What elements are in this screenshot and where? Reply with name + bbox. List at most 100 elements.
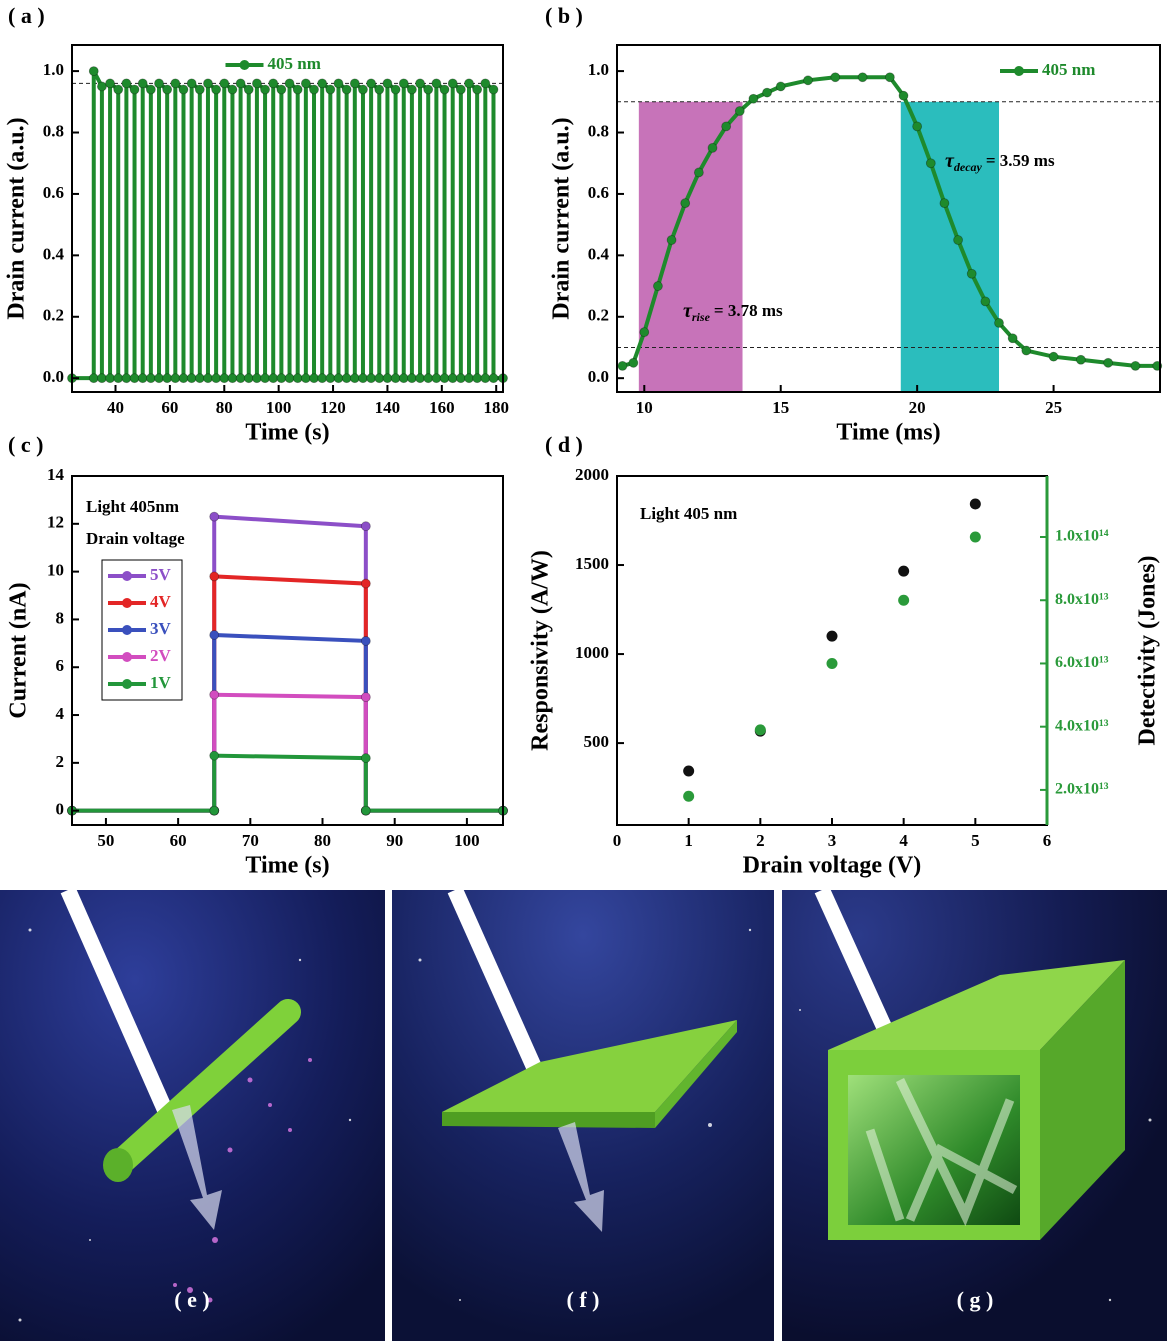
series-marker [639,327,650,338]
y-tick-label: 10 [47,561,64,580]
y-tick-label: 500 [584,732,610,751]
series-marker [88,373,99,384]
panel-label: ( b ) [545,3,583,28]
series-marker [775,81,786,92]
x-tick-label: 90 [386,831,403,850]
y-tick-label: 0.2 [43,306,64,325]
legend-marker [122,625,132,635]
legend-label: 2V [150,646,172,665]
series-marker [209,750,220,761]
scatter-point [898,594,910,606]
panel-label: ( a ) [8,3,45,28]
panel-label: ( d ) [545,432,583,457]
annotation-subscript: decay [954,160,983,174]
series-marker [349,78,360,89]
series-marker [154,78,164,89]
y-axis-label: Drain current (a.u.) [4,117,30,319]
x-tick-label: 15 [772,398,789,417]
panel-label: ( c ) [8,432,43,457]
x-tick-label: 60 [161,398,178,417]
scatter-point [826,657,838,669]
series-marker [423,373,434,384]
x-tick-label: 160 [429,398,455,417]
series-marker [284,373,295,384]
series-marker [480,373,491,384]
series-marker [628,357,639,368]
series-marker [162,373,173,384]
series-marker [341,373,352,384]
series-marker [317,373,328,384]
series-marker [235,78,246,89]
series-marker [1130,360,1141,371]
series-marker [358,373,368,384]
series-marker [252,78,262,89]
annotation: Light 405nm [86,497,179,516]
scatter-point [826,630,838,642]
series-marker [415,78,425,89]
series-marker [734,106,745,116]
series-marker [300,78,311,89]
series-marker [748,93,759,104]
y-tick-label: 6 [56,656,65,675]
annotation-text: = 3.59 ms [986,151,1055,170]
series-marker [680,198,691,209]
legend-marker [122,571,132,581]
series-marker [227,84,238,95]
legend-label: 405 nm [268,54,321,73]
series-marker [925,158,936,169]
series-marker [145,84,156,95]
x-tick-label: 4 [899,831,908,850]
y2-tick-label: 4.0x10¹³ [1055,717,1109,734]
series-marker [390,373,401,384]
series-marker [162,84,173,95]
series-marker [317,78,328,89]
series-marker [170,373,181,384]
series-marker [309,84,319,95]
annotation-subscript: rise [692,310,711,324]
series-marker [211,373,222,384]
y-tick-label: 8 [56,608,65,627]
series-marker [260,373,270,384]
series-marker [898,90,909,101]
y-tick-label: 0.4 [588,244,610,263]
series-marker [953,235,963,245]
y2-tick-label: 2.0x10¹³ [1055,781,1109,798]
scatter-point [969,498,981,510]
series-marker [666,235,677,245]
illustration-label: ( g ) [957,1287,994,1312]
series-marker [1021,345,1032,356]
series-marker [939,198,950,209]
series-marker [260,84,270,95]
x-tick-label: 0 [613,831,622,850]
series-marker [1103,357,1114,368]
series-marker [268,78,279,89]
series-marker [243,373,254,384]
y-axis-label: Current (nA) [6,582,32,718]
series-marker [472,373,483,384]
series-marker [243,84,254,95]
series-marker [617,360,628,371]
y-tick-label: 1.0 [588,60,609,79]
plot-frame [71,44,504,393]
series-marker [360,805,371,816]
x-tick-label: 70 [242,831,259,850]
series-marker [382,373,393,384]
y-axis-label: Drain current (a.u.) [549,117,575,319]
y-tick-label: 14 [47,465,65,484]
series-marker [439,373,450,384]
series-marker [209,689,220,700]
series-marker [268,373,279,384]
x-tick-label: 80 [216,398,233,417]
x-tick-label: 60 [170,831,187,850]
series-marker [407,373,417,384]
series-marker [209,511,220,522]
series-marker [129,373,140,384]
series-marker [382,78,393,89]
legend-marker [122,598,132,608]
series-marker [121,78,132,89]
y-tick-label: 2000 [575,465,609,484]
y-tick-label: 0.0 [588,367,609,386]
series-marker [912,121,923,132]
series-marker [137,78,148,89]
series-marker [300,373,311,384]
